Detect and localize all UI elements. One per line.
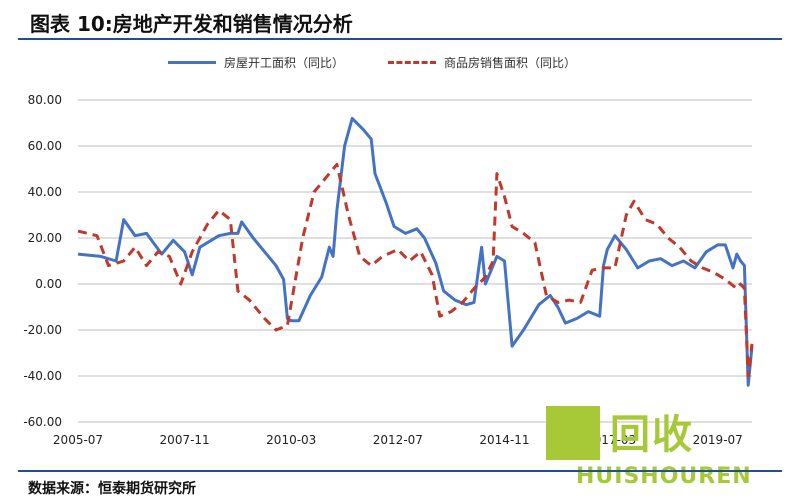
watermark-subtext: HUISHOUREN [576,464,752,489]
watermark-logo: 回收 HUISHOUREN [540,400,780,490]
x-tick-label: 2005-07 [53,433,103,447]
x-tick-label: 2007-11 [160,433,210,447]
series-lines [77,116,754,387]
y-tick-label: 60.00 [28,139,62,153]
series-line-sales [77,162,754,378]
y-tick-label: -40.00 [23,369,62,383]
x-axis-ticks: 2005-07 2007-11 2010-03 2012-07 2014-11 2017-… [53,433,743,447]
x-tick-label: 2014-11 [479,433,529,447]
x-tick-label: 2019-07 [693,433,743,447]
y-tick-label: 80.00 [28,93,62,107]
gridlines [78,99,752,423]
legend-swatch-solid [168,61,216,64]
y-tick-label: 0.00 [35,277,62,291]
legend-label-series-2: 商品房销售面积（同比） [444,56,577,70]
source-note: 数据来源：恒泰期货研究所 [28,481,196,497]
legend: 房屋开工面积（同比） 商品房销售面积（同比） [168,54,576,71]
bottom-rule [18,470,782,472]
legend-item-series-1: 房屋开工面积（同比） [168,54,344,71]
y-axis-ticks: 80.00 60.00 40.00 20.00 0.00 -20.00 -40.00 -60.… [23,93,62,429]
line-chart: 80.00 60.00 40.00 20.00 0.00 -20.00 -40.00 -60.… [23,93,754,447]
y-tick-label: 40.00 [28,185,62,199]
watermark-box [546,406,600,460]
top-rule [18,38,782,40]
x-tick-label: 2010-03 [266,433,316,447]
watermark-text: 回收 [610,412,694,458]
legend-item-series-2: 商品房销售面积（同比） [388,54,576,71]
x-tick-label: 2012-07 [373,433,423,447]
chart-title: 图表 10:房地产开发和销售情况分析 [30,12,353,36]
y-tick-label: 20.00 [28,231,62,245]
series-line-starts [77,116,754,387]
y-tick-label: -20.00 [23,323,62,337]
legend-label-series-1: 房屋开工面积（同比） [224,56,345,70]
legend-swatch-dashed [388,61,437,64]
y-tick-label: -60.00 [23,415,62,429]
